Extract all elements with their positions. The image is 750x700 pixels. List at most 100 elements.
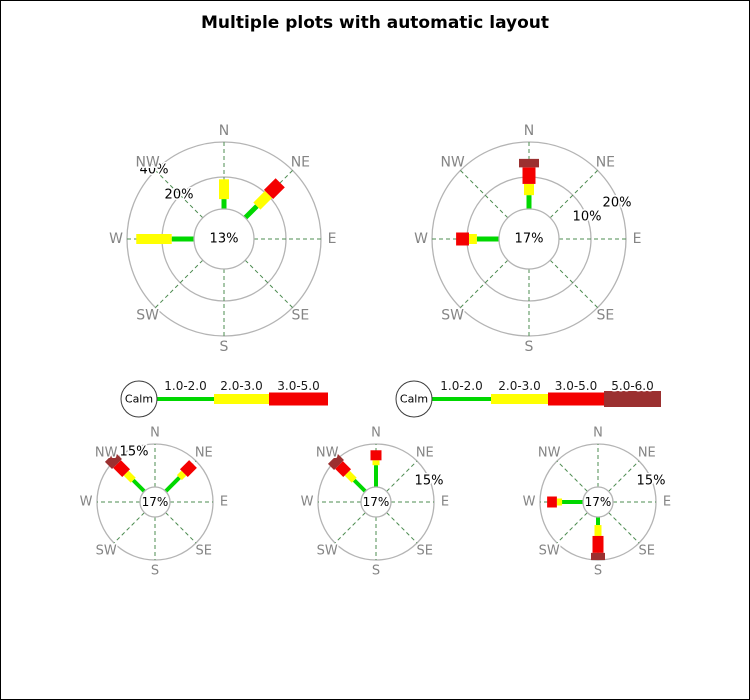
spoke-line-se <box>608 512 640 544</box>
rose-bottom-left: 17% 15%N NE E SE S SW W NW <box>78 424 230 580</box>
direction-label-w: W <box>523 495 536 510</box>
direction-label-sw: SW <box>136 307 159 323</box>
legend-bar-segment-1.0-2.0 <box>432 397 491 401</box>
legend-bin-label: 1.0-2.0 <box>440 379 483 393</box>
ring-percent-label: 10% <box>573 210 602 225</box>
spoke-line-sw <box>113 512 145 544</box>
direction-label-s: S <box>594 564 602 579</box>
legend-bar-segment-2.0-3.0 <box>491 394 548 404</box>
direction-label-sw: SW <box>441 307 464 323</box>
legend-bar-segment-1.0-2.0 <box>157 397 214 401</box>
ring-percent-label: 40% <box>140 163 169 178</box>
legend-left: 1.0-2.0 2.0-3.0 3.0-5.0 Calm <box>120 378 328 418</box>
spoke-line-sw <box>460 259 509 308</box>
direction-label-ne: NE <box>596 155 615 171</box>
wind-bar-ne-3.0-5.0 <box>263 178 285 200</box>
ring-percent-label: 20% <box>603 196 632 211</box>
direction-label-n: N <box>371 426 381 441</box>
calm-percent-label: 17% <box>142 495 169 509</box>
wind-bar-ne-2.0-3.0 <box>176 470 187 481</box>
ring-percent-label: 20% <box>165 188 194 203</box>
legend-calm-circle <box>395 380 433 418</box>
direction-label-n: N <box>524 123 534 139</box>
direction-label-se: SE <box>639 543 655 558</box>
direction-label-s: S <box>525 339 534 355</box>
spoke-line-sw <box>155 259 204 308</box>
calm-circle <box>360 486 392 518</box>
rose-bottom-right: 17% 15% N NE E SE S SW W NW <box>521 424 673 580</box>
direction-label-s: S <box>372 564 380 579</box>
direction-label-ne: NE <box>416 446 434 461</box>
spoke-line-se <box>165 512 197 544</box>
spoke-line-se <box>549 259 598 308</box>
ring-percent-label: 15% <box>637 474 666 489</box>
wind-bar-nw-5.0-6.0 <box>104 451 122 469</box>
direction-label-n: N <box>593 426 603 441</box>
legend-bin-label: 5.0-6.0 <box>611 379 654 393</box>
direction-label-nw: NW <box>135 155 159 171</box>
direction-label-nw: NW <box>538 446 561 461</box>
direction-label-e: E <box>328 231 337 247</box>
calm-percent-label: 17% <box>515 232 544 247</box>
wind-bar-nw-2.0-3.0 <box>344 470 357 483</box>
legend-bar-segment-3.0-5.0 <box>548 392 604 406</box>
wind-bar-ne-2.0-3.0 <box>253 190 273 210</box>
legend-calm-label: Calm <box>400 393 428 406</box>
wind-bar-ne-1.0-2.0 <box>243 204 259 220</box>
legend-bar-segment-3.0-5.0 <box>269 392 328 406</box>
direction-label-w: W <box>80 495 93 510</box>
wind-bar-nw-3.0-5.0 <box>335 461 352 478</box>
direction-label-n: N <box>219 123 229 139</box>
legend-bin-label: 2.0-3.0 <box>498 379 541 393</box>
wind-bar-nw-1.0-2.0 <box>131 478 146 493</box>
direction-label-nw: NW <box>95 446 118 461</box>
calm-circle <box>582 486 614 518</box>
spoke-line-ne <box>608 460 640 492</box>
direction-label-e: E <box>663 495 671 510</box>
wind-bar-nw-5.0-6.0 <box>327 453 344 470</box>
legend-calm-label: Calm <box>125 393 153 406</box>
calm-percent-label: 17% <box>585 495 612 509</box>
direction-label-ne: NE <box>638 446 656 461</box>
direction-label-se: SE <box>597 307 615 323</box>
calm-circle <box>498 208 560 270</box>
legend-bin-label: 2.0-3.0 <box>220 379 263 393</box>
spoke-line-nw <box>556 460 588 492</box>
spoke-line-ne <box>386 460 418 492</box>
direction-label-n: N <box>150 426 160 441</box>
rose-bottom-middle: 17% 15% N NE E SE S SW W NW <box>299 424 451 580</box>
legend-bin-label: 1.0-2.0 <box>164 379 207 393</box>
direction-label-sw: SW <box>96 543 117 558</box>
calm-percent-label: 13% <box>210 232 239 247</box>
legend-bin-label: 3.0-5.0 <box>555 379 598 393</box>
wind-bar-ne-1.0-2.0 <box>164 476 181 493</box>
spoke-line-se <box>244 259 293 308</box>
direction-label-sw: SW <box>539 543 560 558</box>
direction-label-ne: NE <box>195 446 213 461</box>
direction-label-s: S <box>151 564 159 579</box>
wind-bar-nw-2.0-3.0 <box>123 470 136 483</box>
spoke-line-se <box>386 512 418 544</box>
direction-label-se: SE <box>417 543 433 558</box>
direction-label-nw: NW <box>440 155 464 171</box>
spoke-line-sw <box>334 512 366 544</box>
direction-label-w: W <box>301 495 314 510</box>
page-title: Multiple plots with automatic layout <box>200 13 550 33</box>
direction-label-w: W <box>109 231 123 247</box>
direction-label-e: E <box>441 495 449 510</box>
direction-label-e: E <box>633 231 642 247</box>
direction-label-s: S <box>220 339 229 355</box>
direction-label-e: E <box>220 495 228 510</box>
wind-bar-nw-1.0-2.0 <box>352 478 367 493</box>
legend-right: 1.0-2.0 2.0-3.0 3.0-5.0 5.0-6.0 Calm <box>395 378 661 418</box>
direction-label-w: W <box>414 231 428 247</box>
wind-bar-ne-3.0-5.0 <box>179 460 197 478</box>
spoke-line-nw <box>460 170 509 219</box>
ring-percent-label: 15% <box>415 474 444 489</box>
direction-label-ne: NE <box>291 155 310 171</box>
legend-bin-label: 3.0-5.0 <box>277 379 320 393</box>
legend-bar-segment-2.0-3.0 <box>214 394 269 404</box>
ring-percent-label: 15% <box>120 445 149 460</box>
wind-bar-nw-3.0-5.0 <box>113 460 131 478</box>
